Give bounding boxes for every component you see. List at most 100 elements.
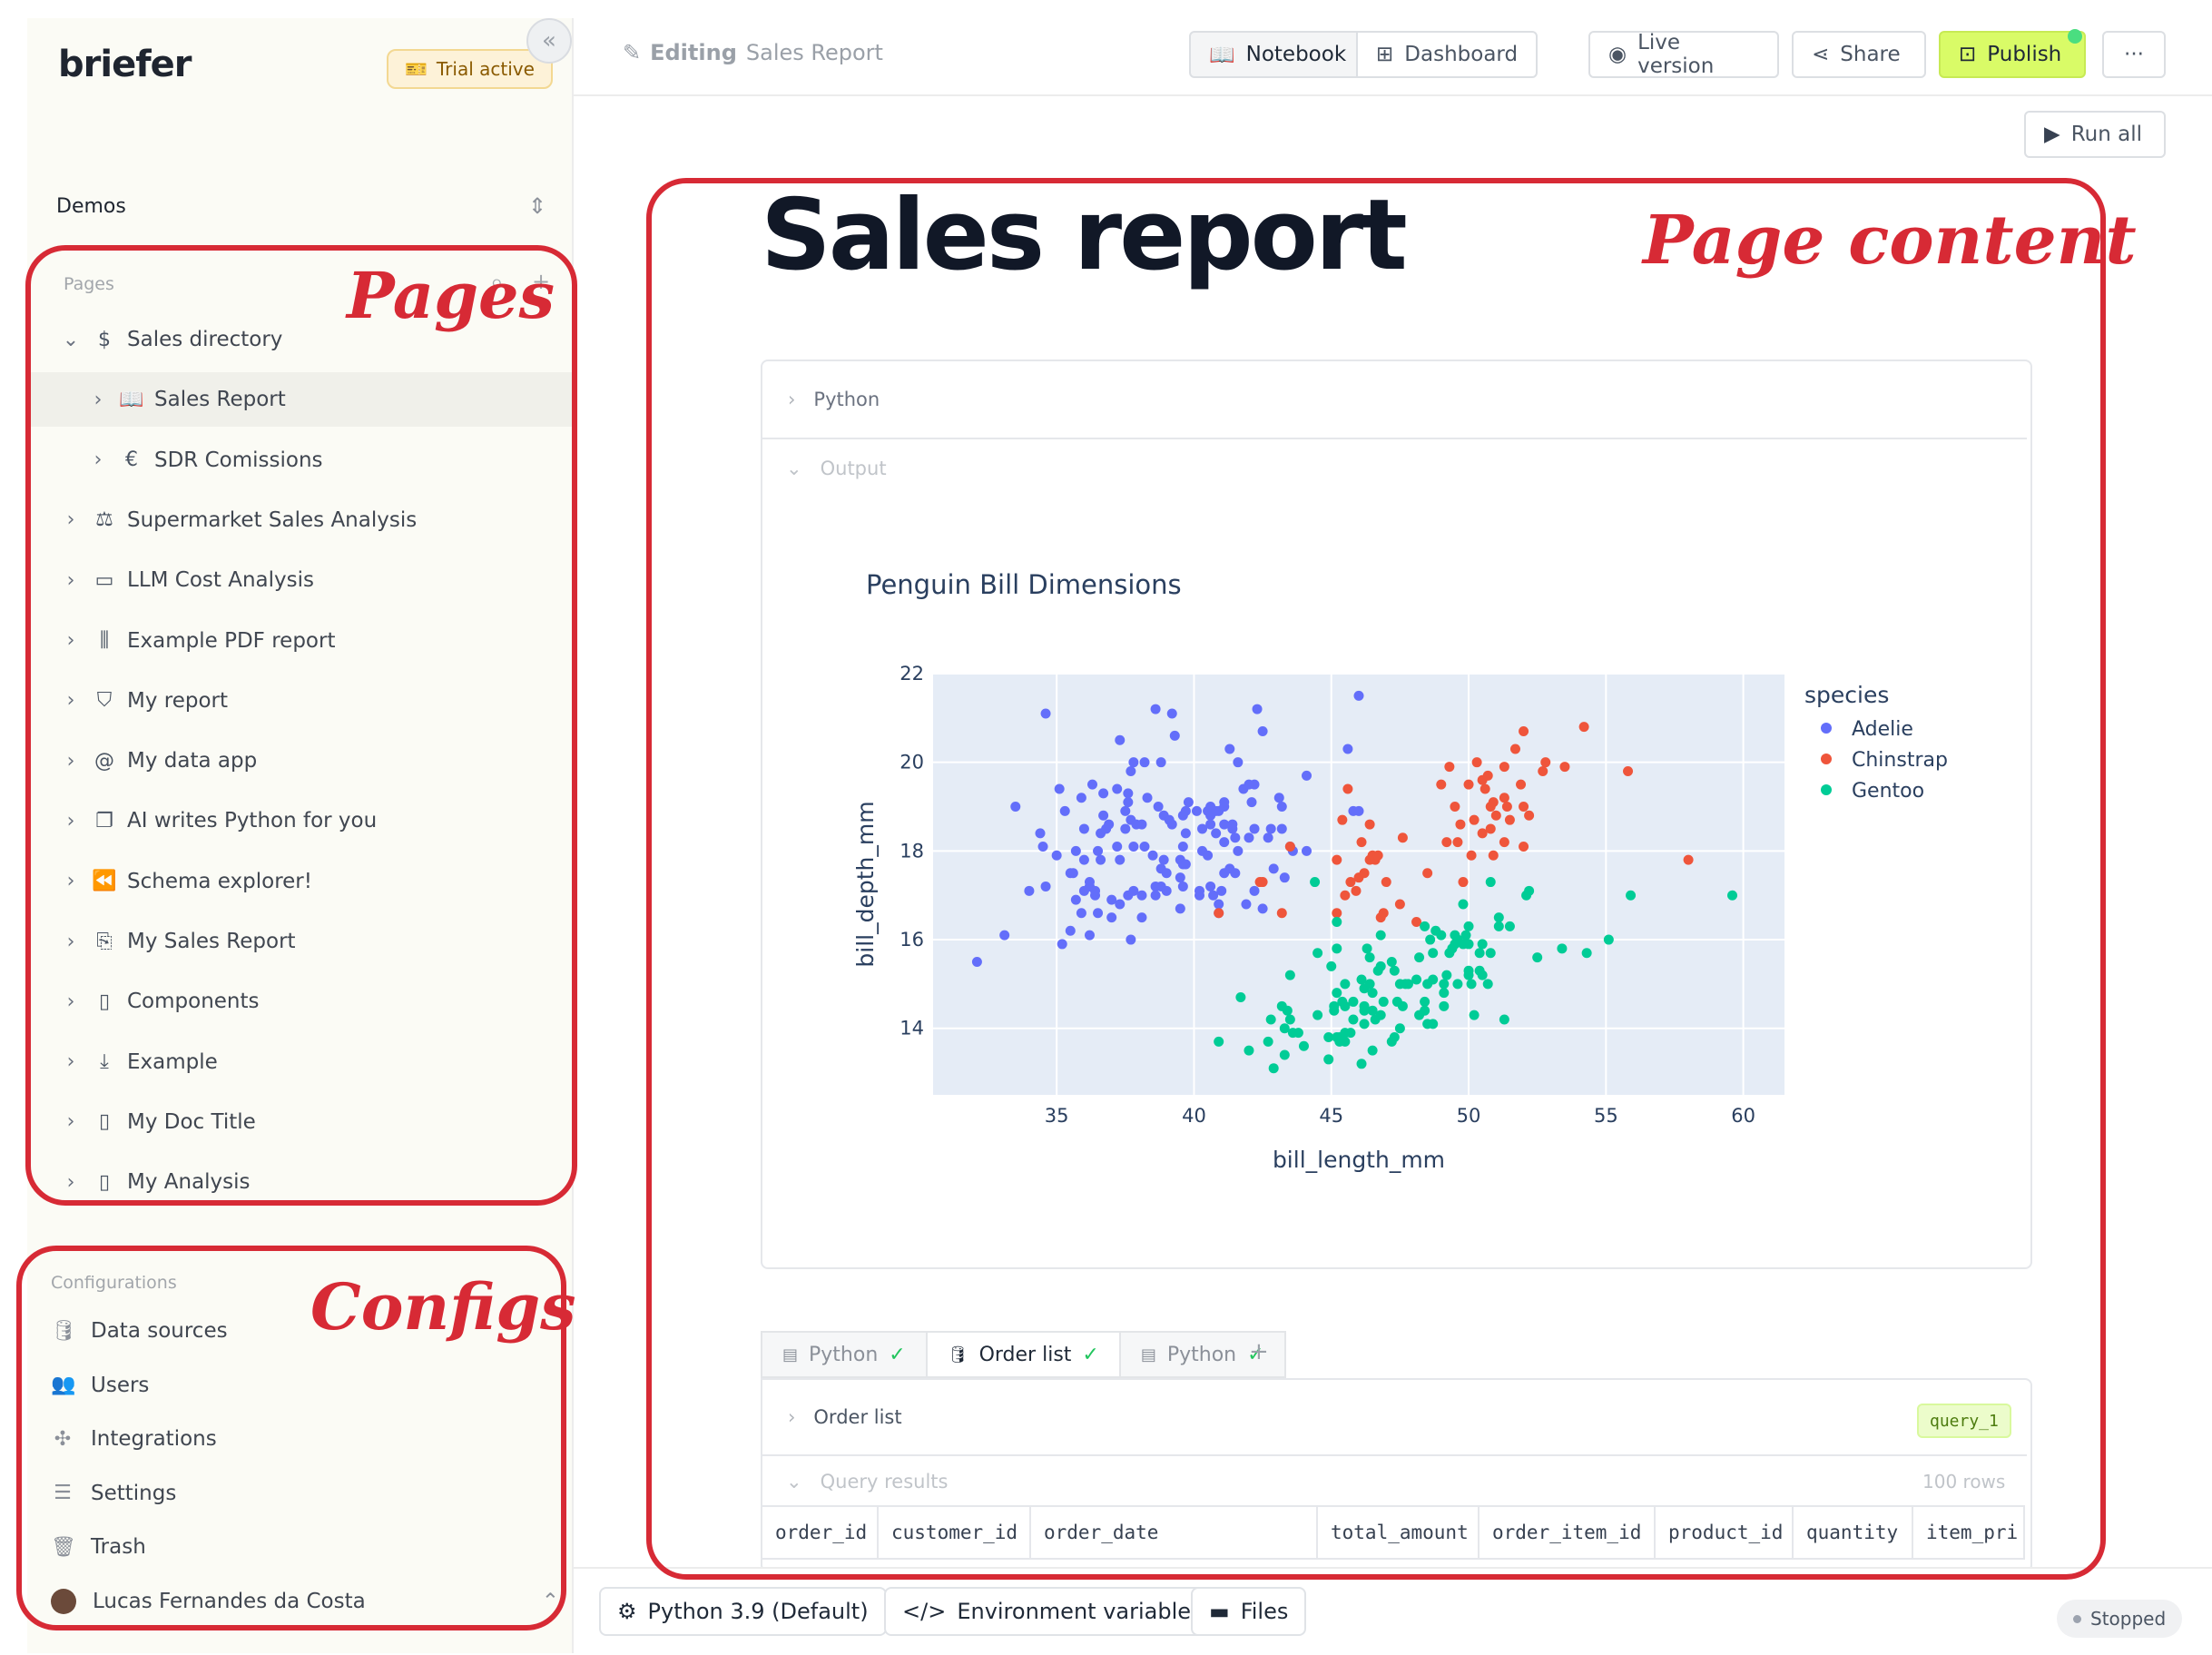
data-point-gentoo[interactable] — [1356, 974, 1367, 985]
data-point-chinstrap[interactable] — [1623, 765, 1634, 776]
data-point-gentoo[interactable] — [1394, 1023, 1405, 1034]
data-point-chinstrap[interactable] — [1683, 854, 1694, 865]
data-point-adelie[interactable] — [1302, 845, 1312, 856]
data-point-gentoo[interactable] — [1345, 1028, 1356, 1039]
add-tab-button[interactable]: + — [1249, 1338, 1269, 1365]
data-point-chinstrap[interactable] — [1488, 850, 1499, 861]
data-point-gentoo[interactable] — [1348, 1014, 1359, 1025]
data-point-adelie[interactable] — [1276, 802, 1287, 813]
data-point-adelie[interactable] — [1208, 890, 1219, 901]
data-point-gentoo[interactable] — [1364, 952, 1375, 963]
data-point-adelie[interactable] — [1098, 788, 1109, 799]
data-point-gentoo[interactable] — [1364, 979, 1375, 990]
block-tab[interactable]: 🛢 Order list ✓ — [925, 1331, 1121, 1378]
data-point-adelie[interactable] — [1065, 925, 1076, 936]
data-point-adelie[interactable] — [1054, 783, 1065, 794]
data-point-chinstrap[interactable] — [1490, 810, 1501, 821]
data-point-gentoo[interactable] — [1293, 1028, 1303, 1039]
python-block-header[interactable]: › Python — [762, 361, 2027, 439]
data-point-adelie[interactable] — [1010, 802, 1021, 813]
runtime-selector[interactable]: ⚙ Python 3.9 (Default) — [599, 1587, 887, 1636]
data-point-adelie[interactable] — [1233, 845, 1244, 856]
table-column-header[interactable]: customer_id — [877, 1505, 1031, 1560]
data-point-gentoo[interactable] — [1375, 930, 1386, 941]
data-point-adelie[interactable] — [1219, 819, 1230, 830]
data-point-chinstrap[interactable] — [1378, 908, 1389, 919]
data-point-adelie[interactable] — [1279, 872, 1290, 883]
config-item[interactable]: 🗑 Trash — [51, 1520, 146, 1574]
data-point-gentoo[interactable] — [1356, 1059, 1367, 1069]
data-point-gentoo[interactable] — [1439, 979, 1450, 990]
data-point-adelie[interactable] — [1093, 845, 1104, 856]
data-point-adelie[interactable] — [1126, 934, 1136, 945]
chevron-icon[interactable]: › — [66, 870, 75, 893]
config-item[interactable]: ☰ Settings — [51, 1466, 176, 1521]
data-point-adelie[interactable] — [1175, 872, 1185, 883]
data-point-adelie[interactable] — [1128, 885, 1139, 896]
data-point-gentoo[interactable] — [1359, 1019, 1370, 1029]
sql-block-header[interactable]: › Order list — [762, 1380, 2027, 1456]
data-point-adelie[interactable] — [1084, 877, 1095, 888]
data-point-adelie[interactable] — [1153, 802, 1164, 813]
data-point-adelie[interactable] — [1086, 779, 1097, 790]
data-point-adelie[interactable] — [1353, 690, 1364, 701]
data-point-adelie[interactable] — [1161, 868, 1172, 879]
data-point-gentoo[interactable] — [1279, 1023, 1290, 1034]
data-point-adelie[interactable] — [1169, 730, 1180, 741]
data-point-chinstrap[interactable] — [1499, 837, 1509, 848]
config-item[interactable]: ✣ Integrations — [51, 1412, 217, 1466]
search-pages-icon[interactable]: ⌕ — [490, 269, 504, 296]
sidebar-page-item[interactable]: › 📖 Sales Report — [27, 372, 572, 428]
sidebar-page-item[interactable]: › ⚖ Supermarket Sales Analysis — [27, 493, 572, 547]
data-point-adelie[interactable] — [1214, 899, 1224, 910]
sidebar-page-item[interactable]: › ⛉ My report — [27, 674, 572, 728]
data-point-adelie[interactable] — [1128, 841, 1139, 852]
output-toggle[interactable]: ⌄ Output — [786, 458, 887, 479]
data-point-chinstrap[interactable] — [1276, 908, 1287, 919]
chevron-icon[interactable]: › — [66, 629, 75, 652]
files-button[interactable]: ▬ Files — [1191, 1587, 1307, 1636]
data-point-chinstrap[interactable] — [1538, 765, 1548, 776]
data-point-gentoo[interactable] — [1428, 974, 1439, 985]
data-point-adelie[interactable] — [1059, 805, 1070, 816]
data-point-adelie[interactable] — [1241, 899, 1252, 910]
data-point-gentoo[interactable] — [1485, 948, 1496, 959]
data-point-chinstrap[interactable] — [1471, 757, 1482, 768]
data-point-gentoo[interactable] — [1332, 917, 1342, 928]
data-point-gentoo[interactable] — [1340, 1000, 1351, 1011]
data-point-adelie[interactable] — [1257, 903, 1268, 914]
data-point-adelie[interactable] — [1115, 734, 1126, 745]
data-point-chinstrap[interactable] — [1397, 832, 1408, 843]
data-point-adelie[interactable] — [1076, 908, 1086, 919]
data-point-adelie[interactable] — [1180, 828, 1191, 839]
data-point-adelie[interactable] — [1024, 885, 1035, 896]
data-point-gentoo[interactable] — [1411, 974, 1422, 985]
data-point-chinstrap[interactable] — [1559, 762, 1570, 773]
data-point-chinstrap[interactable] — [1337, 814, 1348, 825]
data-point-gentoo[interactable] — [1284, 1014, 1295, 1025]
workspace-selector[interactable]: Demos ⇕ — [56, 174, 546, 238]
chevron-icon[interactable]: › — [66, 930, 75, 953]
data-point-adelie[interactable] — [1070, 894, 1081, 905]
data-point-adelie[interactable] — [1098, 810, 1109, 821]
data-point-gentoo[interactable] — [1727, 890, 1738, 901]
data-point-adelie[interactable] — [1076, 793, 1086, 803]
query-results-toggle[interactable]: ⌄ Query results — [786, 1471, 948, 1492]
data-point-chinstrap[interactable] — [1499, 793, 1509, 803]
data-point-gentoo[interactable] — [1367, 988, 1378, 999]
data-point-chinstrap[interactable] — [1364, 819, 1375, 830]
chevron-icon[interactable]: › — [93, 448, 103, 472]
data-point-adelie[interactable] — [1197, 823, 1208, 834]
data-point-gentoo[interactable] — [1375, 1010, 1386, 1020]
data-point-adelie[interactable] — [1158, 854, 1169, 865]
data-point-adelie[interactable] — [1224, 744, 1235, 754]
sidebar-page-item[interactable]: › ⤓ Example — [27, 1035, 572, 1089]
data-point-chinstrap[interactable] — [1519, 802, 1529, 813]
data-point-adelie[interactable] — [1273, 793, 1284, 803]
data-point-chinstrap[interactable] — [1455, 819, 1466, 830]
data-point-adelie[interactable] — [1177, 841, 1188, 852]
data-point-gentoo[interactable] — [1332, 988, 1342, 999]
data-point-gentoo[interactable] — [1282, 1005, 1293, 1016]
data-point-gentoo[interactable] — [1477, 970, 1488, 980]
data-point-gentoo[interactable] — [1482, 979, 1493, 990]
